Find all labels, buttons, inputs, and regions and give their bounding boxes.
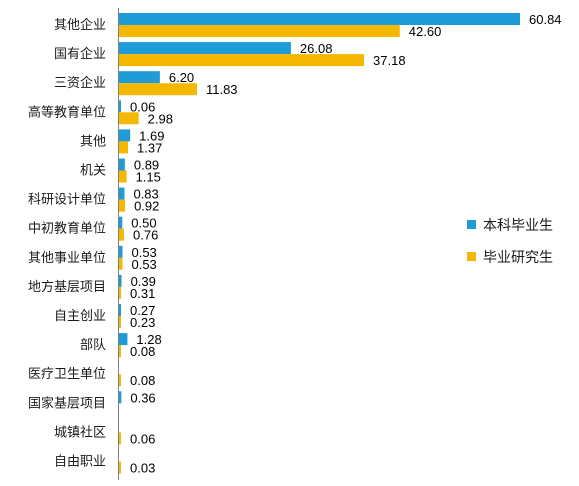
bar-postgrad (119, 54, 365, 67)
bar-undergrad (119, 187, 125, 200)
bar-postgrad (119, 228, 125, 241)
bar-undergrad (119, 13, 520, 25)
data-label: 0.53 (131, 245, 156, 260)
data-label: 0.08 (130, 373, 155, 388)
bar-undergrad (119, 158, 125, 171)
legend-swatch-undergrad (467, 220, 476, 229)
bar-postgrad (119, 316, 121, 328)
data-label: 0.31 (130, 286, 155, 301)
bars-group (119, 13, 520, 474)
data-label: 0.92 (134, 199, 159, 214)
bar-undergrad (119, 274, 122, 287)
category-label: 部队 (80, 338, 106, 353)
category-label: 其他企业 (54, 17, 106, 33)
category-label: 医疗卫生单位 (28, 367, 106, 382)
bar-postgrad (119, 345, 121, 358)
data-label: 1.28 (136, 332, 161, 347)
data-label: 0.39 (131, 274, 156, 289)
data-label: 0.89 (134, 158, 159, 173)
bar-postgrad (119, 170, 127, 183)
data-label: 0.06 (130, 99, 155, 114)
data-label: 0.83 (133, 187, 158, 202)
data-label: 0.23 (130, 315, 155, 330)
category-label: 城镇社区 (54, 424, 106, 440)
bar-postgrad (119, 141, 129, 154)
category-label: 国家基层项目 (28, 395, 106, 411)
data-label: 0.76 (133, 228, 158, 243)
data-label: 0.03 (130, 461, 155, 476)
data-label: 37.18 (373, 53, 406, 68)
bar-postgrad (119, 25, 400, 37)
legend-swatch-postgrad (467, 252, 476, 261)
bar-undergrad (119, 304, 121, 316)
category-label: 中初教育单位 (28, 221, 106, 237)
bar-postgrad (119, 257, 123, 270)
legend-label: 毕业研究生 (483, 250, 553, 266)
bar-undergrad (119, 71, 160, 84)
bar-postgrad (119, 112, 139, 125)
data-label: 1.37 (137, 140, 162, 155)
legend-label: 本科毕业生 (483, 218, 553, 234)
category-label: 科研设计单位 (28, 193, 106, 208)
category-label: 国有企业 (54, 46, 106, 62)
labels-group: 其他企业 60.84 42.60 国有企业 26.08 37.18 三资企业 6.20 11.8… (28, 12, 562, 476)
data-label: 0.50 (131, 216, 156, 231)
bar-undergrad (119, 245, 123, 258)
bar-postgrad (119, 286, 122, 299)
data-label: 2.98 (148, 111, 173, 126)
category-label: 三资企业 (54, 75, 106, 91)
data-label: 42.60 (409, 24, 442, 39)
category-label: 自主创业 (54, 309, 106, 324)
data-label: 0.53 (131, 257, 156, 272)
category-label: 其他 (80, 134, 106, 149)
bar-undergrad (119, 333, 128, 346)
data-label: 0.36 (130, 390, 155, 405)
bar-postgrad (119, 461, 121, 474)
data-label: 0.08 (130, 344, 155, 359)
bar-undergrad (119, 129, 131, 142)
data-label: 1.15 (136, 170, 161, 185)
category-label: 自由职业 (54, 455, 106, 470)
bar-undergrad (119, 42, 291, 55)
bar-postgrad (119, 199, 126, 212)
data-label: 60.84 (529, 12, 562, 27)
bar-undergrad (119, 100, 121, 113)
category-label: 高等教育单位 (28, 104, 106, 120)
bar-undergrad (119, 391, 122, 404)
category-label: 机关 (80, 164, 106, 179)
bar-undergrad (119, 216, 123, 229)
data-label: 0.27 (130, 303, 155, 318)
category-label: 其他事业单位 (28, 251, 106, 266)
category-label: 地方基层项目 (28, 279, 106, 295)
data-label: 11.83 (206, 82, 238, 97)
data-label: 0.06 (130, 431, 155, 446)
data-label: 6.20 (169, 70, 194, 85)
bar-postgrad (119, 432, 121, 445)
data-label: 26.08 (300, 41, 333, 56)
bar-postgrad (119, 83, 197, 96)
bar-postgrad (119, 374, 121, 387)
data-label: 1.69 (139, 128, 164, 143)
